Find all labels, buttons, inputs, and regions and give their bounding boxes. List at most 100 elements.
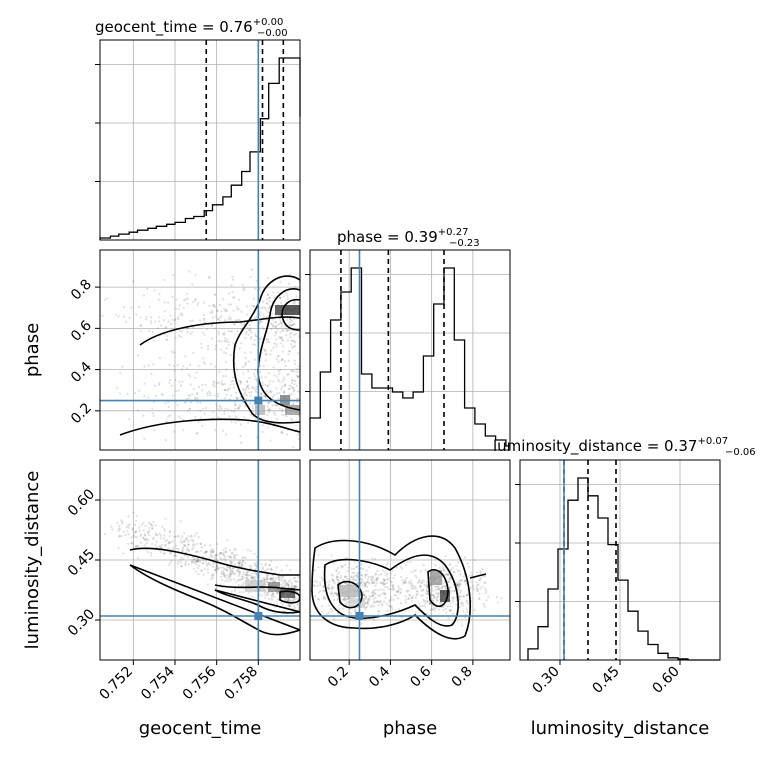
sample-point [268,305,271,308]
sample-point [347,566,350,569]
sample-point [259,336,262,339]
sample-point [199,542,202,546]
sample-point [462,610,465,613]
sample-point [168,535,171,538]
sample-point [280,413,284,416]
sample-point [201,389,204,392]
sample-point [227,576,231,579]
sample-point [276,323,279,326]
sample-point [189,375,192,378]
sample-point [435,597,438,600]
x-tick-label-phase: 0.8 [449,664,476,691]
sample-point [341,566,344,569]
sample-point [365,569,368,572]
sample-point [232,278,235,281]
sample-point [265,353,268,356]
sample-point [120,534,123,538]
sample-point [222,548,225,552]
sample-point [259,370,262,373]
sample-point [234,421,237,424]
sample-point [422,563,425,567]
sample-point [191,319,194,322]
sample-point [224,337,227,340]
sample-point [264,376,267,379]
sample-point [437,587,441,591]
sample-point [365,606,368,609]
sample-point [353,572,356,575]
sample-point [181,314,184,317]
sample-point [187,563,190,566]
sample-point [230,578,233,581]
sample-point [432,594,436,598]
sample-point [286,329,289,332]
sample-point [254,568,257,571]
sample-point [171,394,174,397]
sample-point [151,412,154,415]
sample-point [322,597,325,600]
sample-point [252,372,256,375]
sample-point [457,583,460,586]
sample-point [293,362,297,365]
sample-point [430,587,433,590]
sample-point [191,330,194,334]
sample-point [201,407,204,410]
sample-point [455,584,459,588]
sample-point [296,390,299,393]
sample-point [130,306,133,309]
contour-phase-distance-outer [311,535,471,640]
x-tick-label-phase: 0.6 [407,663,434,690]
sample-point [226,539,229,542]
sample-point [370,579,373,582]
sample-point [167,320,170,323]
sample-point [264,596,267,599]
sample-point [273,411,276,414]
sample-point [275,566,278,569]
sample-point [125,526,128,529]
sample-point [391,584,394,587]
sample-point [142,529,145,532]
sample-point [192,351,195,354]
sample-point [267,408,270,411]
sample-point [279,583,282,587]
sample-point [277,378,280,381]
sample-point [166,334,169,338]
sample-point [266,315,270,318]
panel-frame-geocent_time-phase [99,249,301,451]
sample-point [128,316,131,319]
sample-point [233,572,236,575]
scatter-geocent-phase [101,268,300,449]
sample-point [270,390,273,393]
sample-point [414,586,417,589]
sample-point [475,571,478,574]
sample-point [195,550,198,553]
sample-point [411,597,414,600]
sample-point [215,565,219,568]
sample-point [211,574,214,578]
sample-point [434,585,437,588]
sample-point [285,597,288,600]
sample-point [276,591,279,594]
sample-point [247,574,250,577]
sample-point [205,407,208,410]
sample-point [254,418,257,421]
sample-point [265,569,268,572]
sample-point [220,552,223,555]
sample-point [296,371,299,374]
sample-point [485,589,488,592]
sample-point [343,599,346,602]
sample-point [407,597,410,600]
sample-point [281,579,284,582]
sample-point [290,385,293,388]
sample-point [436,599,439,602]
sample-point [270,598,274,601]
sample-point [180,565,183,568]
sample-point [364,606,367,609]
sample-point [231,571,234,574]
sample-point [365,581,368,584]
x-tick-label-geocent_time: 0.758 [221,664,261,704]
sample-point [392,584,395,587]
sample-point [280,301,283,304]
sample-point [250,576,253,579]
sample-point [246,571,249,574]
sample-point [179,558,182,561]
